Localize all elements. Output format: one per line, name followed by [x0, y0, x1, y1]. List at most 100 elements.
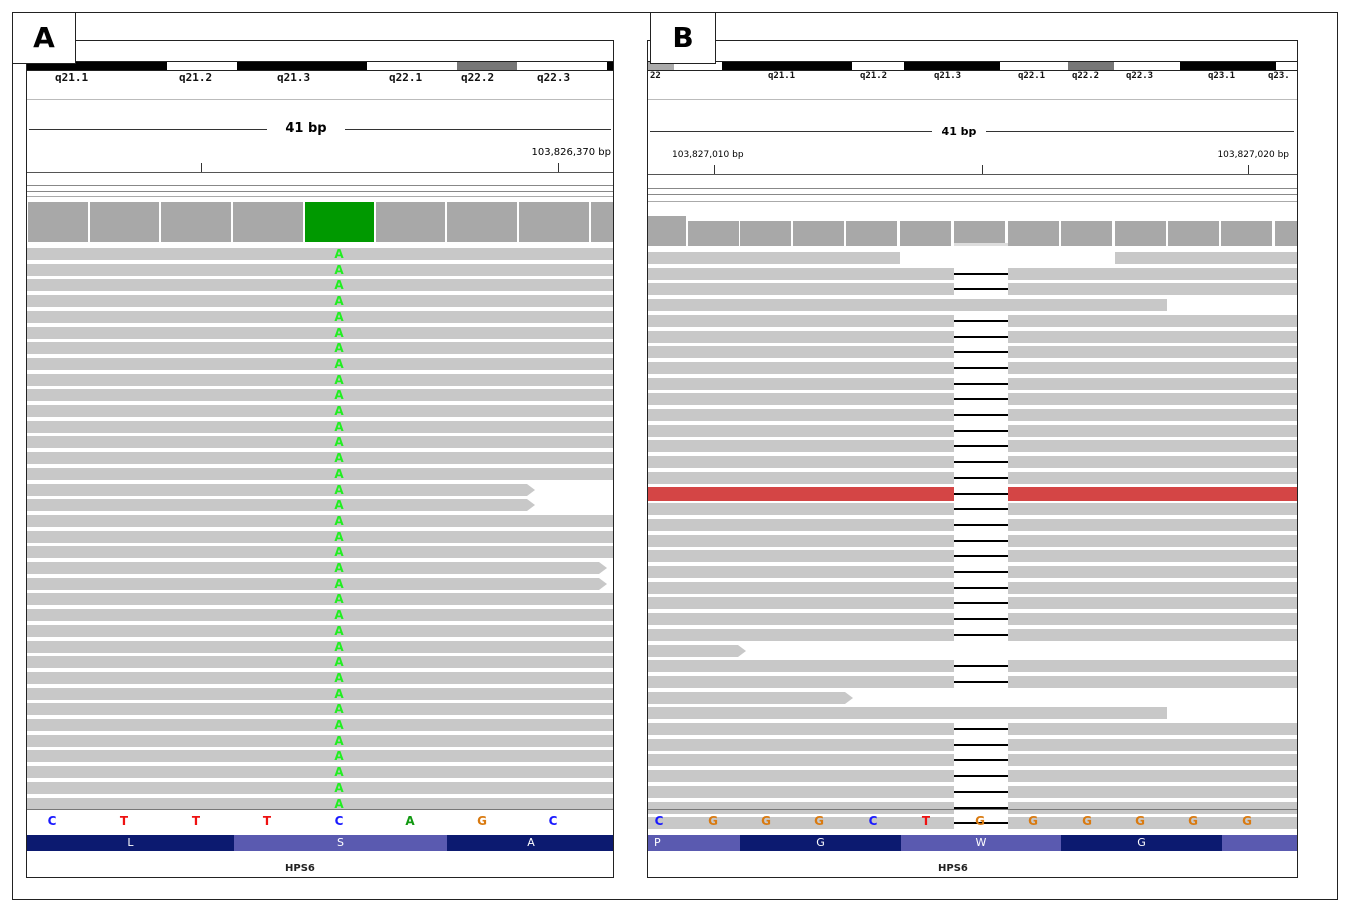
ruler-tick-a2 — [558, 163, 559, 172]
ruler-tick-b3 — [1248, 165, 1249, 174]
read-alignment — [648, 738, 954, 751]
read-alignment — [648, 424, 954, 437]
deletion-line — [954, 555, 1008, 558]
read-allele: A — [334, 278, 344, 293]
band-label: q22.2 — [461, 71, 495, 84]
reference-base: G — [1135, 814, 1145, 828]
amino-acid-block — [1222, 835, 1297, 851]
ruler-baseline-b — [648, 174, 1297, 175]
coverage-bar — [954, 221, 1005, 246]
ruler-baseline-a — [27, 172, 613, 173]
ideogram-band-segment — [517, 61, 607, 71]
track-divider-a2 — [27, 191, 613, 192]
read-allele: A — [334, 388, 344, 403]
read-alignment — [648, 628, 954, 641]
amino-acid-block: P — [648, 835, 740, 851]
read-allele: A — [334, 325, 344, 340]
sequence-divider-b — [648, 809, 1297, 810]
band-label: q21.1 — [768, 71, 796, 81]
ideogram-band-segment — [1276, 61, 1297, 71]
read-alignment — [1008, 817, 1297, 830]
read-alignment — [1008, 346, 1297, 359]
coordinate-label-b-left: 103,827,010 bp — [672, 150, 744, 160]
read-allele: A — [334, 419, 344, 434]
coordinate-label-a: 103,826,370 bp — [531, 147, 612, 158]
read-strand-arrow — [845, 691, 853, 704]
deletion-line — [954, 382, 1008, 385]
read-alignment — [27, 310, 613, 323]
read-alignment — [27, 781, 613, 794]
band-label: q22.1 — [1018, 71, 1046, 81]
read-alignment — [648, 566, 954, 578]
read-alignment — [648, 550, 954, 563]
read-strand-arrow — [527, 499, 535, 512]
ruler-line-left-a — [29, 129, 267, 130]
read-alignment — [648, 330, 954, 343]
read-allele: A — [334, 718, 344, 732]
read-alignment — [1008, 267, 1297, 280]
reference-base: G — [1082, 814, 1092, 828]
read-allele: A — [334, 513, 344, 528]
read-alignment — [1008, 770, 1297, 783]
read-alignment — [648, 440, 954, 453]
ruler-line-right-a — [345, 129, 611, 130]
read-alignment — [27, 483, 527, 496]
read-alignment — [648, 393, 954, 406]
band-label: q23.1 — [1208, 71, 1236, 81]
band-label: q23. — [1268, 71, 1290, 81]
deletion-line — [954, 728, 1008, 730]
read-allele: A — [334, 466, 344, 481]
read-alignment — [27, 656, 613, 669]
read-allele: A — [334, 592, 344, 607]
deletion-line — [954, 633, 1008, 636]
read-alignment — [648, 252, 900, 264]
read-alignment — [27, 436, 613, 449]
deletion-line — [954, 602, 1008, 605]
reference-base: G — [1188, 814, 1198, 828]
deletion-line — [954, 272, 1008, 275]
read-alignment — [648, 346, 954, 359]
reference-base: G — [814, 814, 824, 828]
coverage-bar — [591, 202, 613, 242]
read-allele: A — [334, 482, 344, 497]
read-alignment — [648, 377, 954, 390]
coverage-bar — [1115, 221, 1166, 246]
read-allele: A — [334, 765, 344, 780]
reference-base: T — [921, 814, 931, 828]
read-alignment — [648, 613, 954, 626]
read-alignment — [27, 326, 613, 339]
read-alignment — [27, 797, 613, 810]
read-alignment — [1008, 440, 1297, 453]
read-alignment — [1008, 550, 1297, 563]
ideogram-band-segment — [1180, 61, 1276, 71]
band-label: q21.3 — [934, 71, 962, 81]
read-alignment — [27, 562, 599, 574]
read-alignment — [1008, 723, 1297, 735]
coverage-bar — [447, 202, 517, 242]
reference-base: G — [761, 814, 771, 828]
read-alignment — [1008, 409, 1297, 421]
reference-base: G — [1028, 814, 1038, 828]
read-alignment — [27, 766, 613, 779]
read-allele: A — [334, 498, 344, 513]
read-alignment — [648, 299, 1167, 312]
read-allele: A — [334, 294, 344, 309]
read-allele: A — [334, 670, 344, 685]
reference-base: A — [405, 814, 415, 828]
coordinate-label-b-right: 103,827,020 bp — [1217, 150, 1289, 160]
panel-a-top-strip — [27, 41, 613, 61]
ideogram-band-segment — [1000, 61, 1068, 71]
ruler-tick-a1 — [201, 163, 202, 172]
amino-acid-block: G — [740, 835, 901, 851]
track-divider-b2 — [648, 194, 1297, 195]
band-label: q22.3 — [537, 71, 571, 84]
read-alignment — [648, 534, 954, 547]
ruler-tick-b2 — [982, 165, 983, 174]
deletion-line — [954, 539, 1008, 542]
coverage-bar — [648, 216, 686, 246]
ideogram-band-segment — [1068, 61, 1114, 71]
read-alignment — [27, 624, 613, 637]
panel-label-b: B — [650, 12, 716, 64]
ideogram-band-segment — [904, 61, 1000, 71]
read-alignment — [648, 361, 954, 374]
